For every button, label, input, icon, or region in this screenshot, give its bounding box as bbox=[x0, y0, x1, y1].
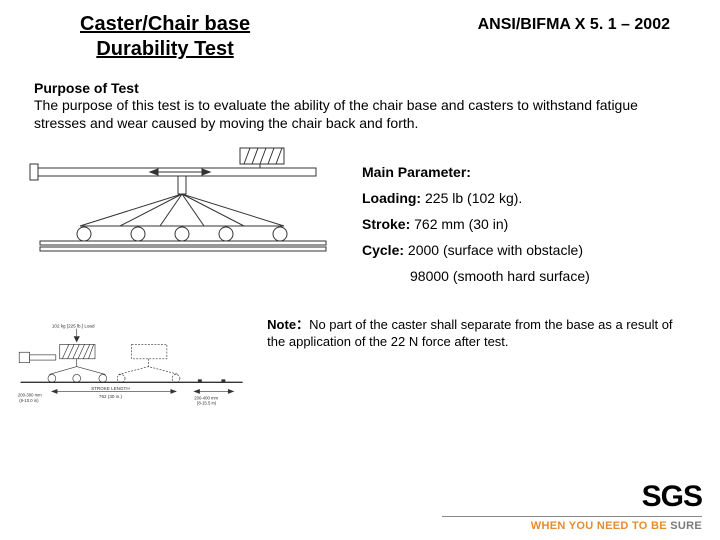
svg-text:STROKE LENGTH: STROKE LENGTH bbox=[91, 386, 130, 391]
stroke-value: 762 mm (30 in) bbox=[410, 216, 508, 232]
svg-text:762 (30 in.): 762 (30 in.) bbox=[99, 394, 123, 399]
tagline-part2: SURE bbox=[670, 520, 702, 532]
note-text: No part of the caster shall separate fro… bbox=[267, 317, 672, 350]
svg-text:(8-15.5 in): (8-15.5 in) bbox=[197, 400, 217, 405]
param-heading: Main Parameter: bbox=[362, 164, 471, 180]
svg-text:(8-10.0 in): (8-10.0 in) bbox=[19, 398, 39, 403]
title-line1: Caster/Chair base bbox=[80, 13, 250, 35]
tagline: WHEN YOU NEED TO BE SURE bbox=[442, 520, 702, 532]
cycle-label: Cycle: bbox=[362, 242, 404, 258]
cycle-value2: 98000 (smooth hard surface) bbox=[410, 268, 590, 284]
note-block: Note：No part of the caster shall separat… bbox=[249, 294, 720, 434]
footer: SGS WHEN YOU NEED TO BE SURE bbox=[442, 480, 702, 532]
svg-text:102 kg [225 lb.] Load: 102 kg [225 lb.] Load bbox=[52, 323, 95, 328]
cycle-value1: 2000 (surface with obstacle) bbox=[404, 242, 583, 258]
purpose-section: Purpose of Test The purpose of this test… bbox=[0, 62, 720, 132]
diagram-bottom: 102 kg [225 lb.] Load bbox=[14, 294, 249, 434]
svg-text:200-300 mm: 200-300 mm bbox=[18, 392, 42, 397]
stroke-label: Stroke: bbox=[362, 216, 410, 232]
svg-text:200-400 mm: 200-400 mm bbox=[194, 395, 218, 400]
sgs-logo: SGS bbox=[442, 480, 702, 514]
diagram-top bbox=[10, 142, 350, 257]
page-title: Caster/Chair base Durability Test bbox=[80, 12, 250, 62]
purpose-text: The purpose of this test is to evaluate … bbox=[34, 96, 686, 132]
note-label: Note： bbox=[267, 317, 309, 332]
title-line2: Durability Test bbox=[96, 38, 233, 60]
tagline-part1: WHEN YOU NEED TO BE bbox=[531, 520, 670, 532]
loading-value: 225 lb (102 kg). bbox=[421, 190, 522, 206]
purpose-heading: Purpose of Test bbox=[34, 80, 686, 96]
standard-ref: ANSI/BIFMA X 5. 1 – 2002 bbox=[478, 12, 670, 62]
parameters-block: Main Parameter: Loading: 225 lb (102 kg)… bbox=[350, 142, 590, 289]
footer-divider bbox=[442, 516, 702, 517]
loading-label: Loading: bbox=[362, 190, 421, 206]
